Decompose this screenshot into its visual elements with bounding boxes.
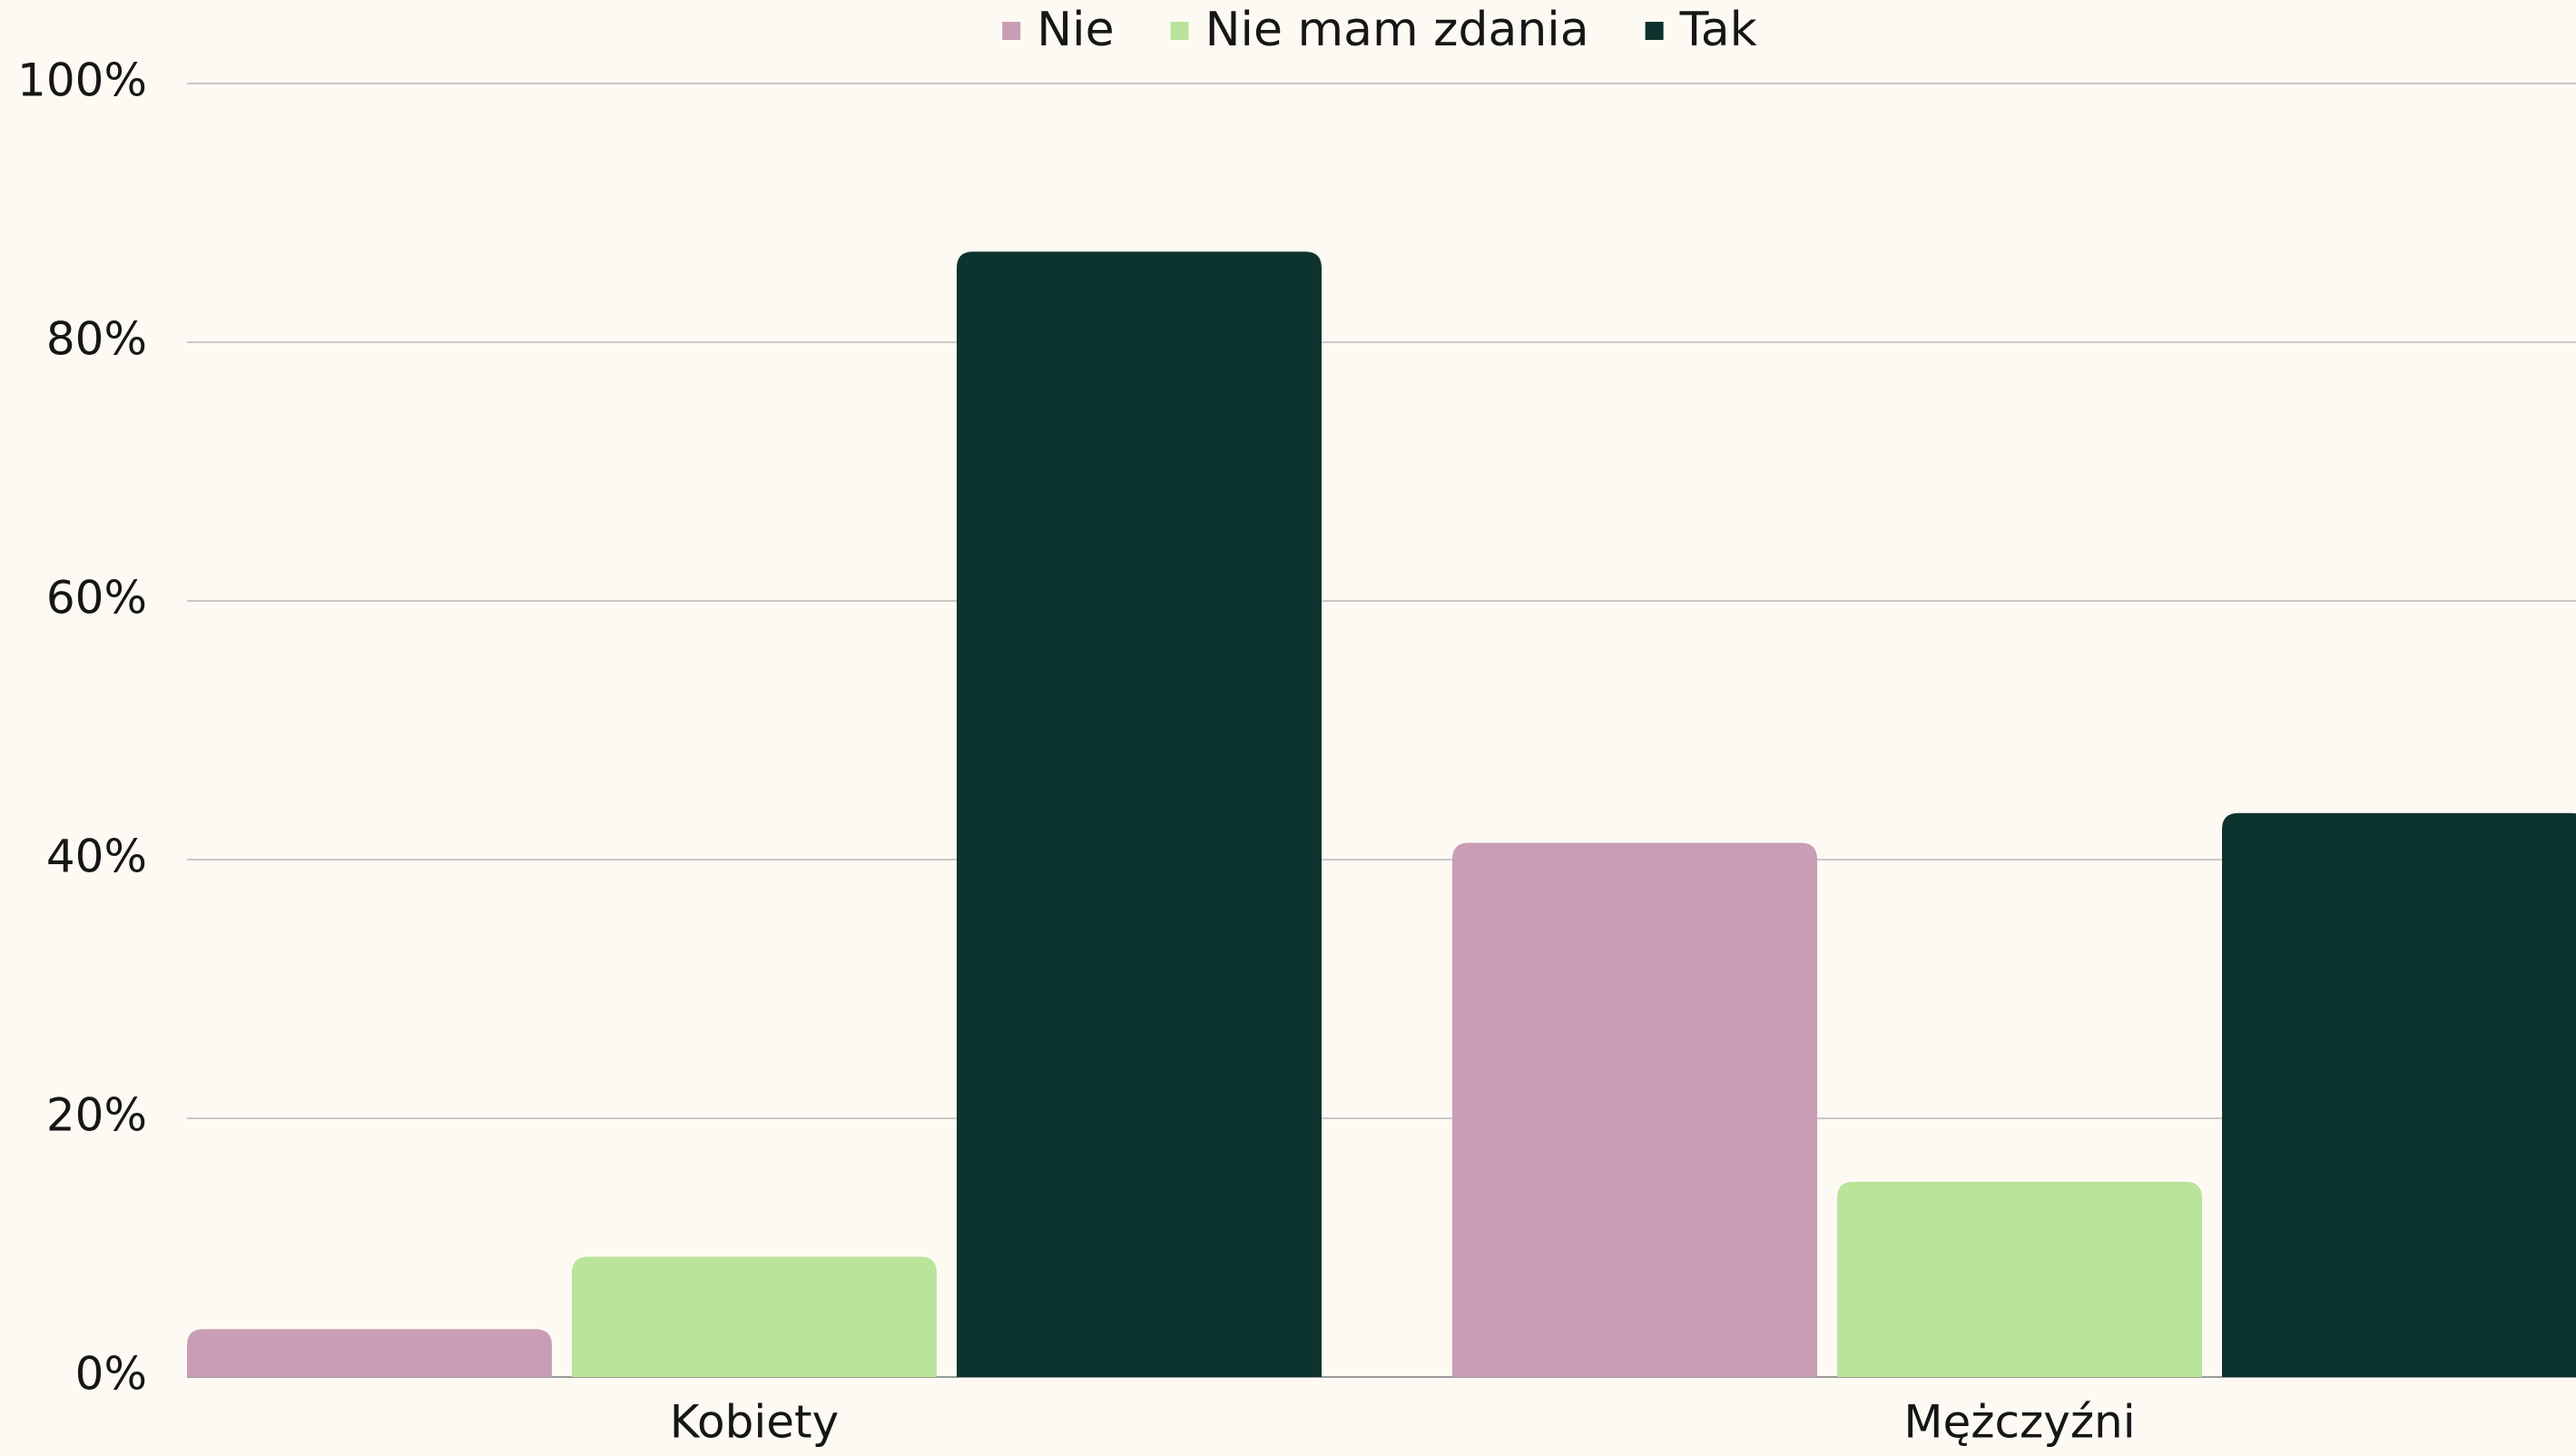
y-tick-label: 40% [46, 831, 147, 883]
x-tick-label: Mężczyźni [1903, 1396, 2135, 1449]
bar [957, 251, 1322, 1377]
bar [187, 1329, 552, 1377]
y-tick-label: 0% [75, 1348, 147, 1401]
y-tick-label: 60% [46, 572, 147, 625]
bar [2222, 812, 2576, 1377]
legend-swatch [1002, 22, 1021, 40]
legend-label: Nie mam zdania [1205, 3, 1589, 57]
bar [1452, 842, 1817, 1377]
legend-label: Nie [1037, 3, 1114, 57]
y-tick-label: 80% [46, 313, 147, 366]
y-tick-label: 20% [46, 1089, 147, 1142]
bar [572, 1256, 937, 1377]
legend-label: Tak [1679, 3, 1757, 57]
bar [1837, 1181, 2202, 1377]
legend-swatch [1170, 22, 1189, 40]
legend-swatch [1645, 22, 1664, 40]
y-tick-label: 100% [17, 54, 147, 107]
x-tick-label: Kobiety [670, 1396, 839, 1449]
